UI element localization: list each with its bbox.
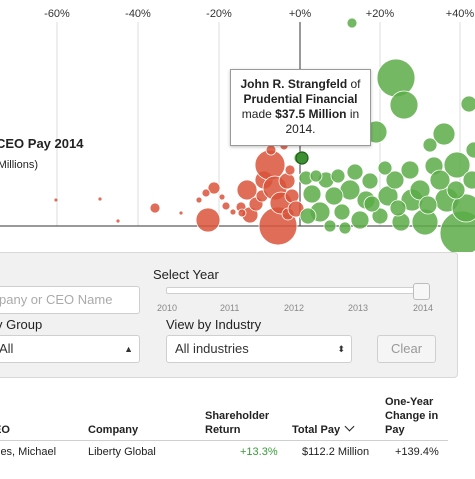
ceo-bubble-increase[interactable] (346, 163, 364, 181)
ceo-bubble-increase[interactable] (432, 122, 456, 146)
ceo-bubble-decrease[interactable] (97, 196, 103, 202)
ceo-bubble-decrease[interactable] (237, 208, 247, 218)
ceo-bubble-increase[interactable] (309, 169, 323, 183)
ceo-bubble-increase[interactable] (429, 169, 451, 191)
tooltip-of: of (347, 77, 361, 91)
ceo-bubble-increase[interactable] (361, 172, 379, 190)
year-tick-2010: 2010 (157, 303, 178, 313)
ceo-bubble-increase[interactable] (371, 207, 389, 225)
ceo-bubble-increase[interactable] (338, 221, 352, 235)
col-header-total-pay[interactable]: Total Pay (292, 421, 355, 437)
ceo-bubble-decrease[interactable] (201, 188, 211, 198)
year-slider-track[interactable] (166, 287, 430, 294)
ceo-bubble-increase[interactable] (377, 160, 393, 176)
ceo-bubble-increase[interactable] (330, 168, 346, 184)
ceo-bubble-increase[interactable] (465, 141, 475, 159)
cell-company: Liberty Global (88, 446, 156, 458)
ceo-bubble-decrease[interactable] (284, 164, 296, 176)
ceo-bubble-increase[interactable] (443, 151, 471, 179)
x-tick-label: -20% (206, 8, 232, 20)
tooltip-year: 2014. (285, 122, 316, 136)
ceo-bubble-increase[interactable] (299, 207, 317, 225)
tooltip-company: Prudential Financial (243, 92, 358, 106)
industry-select-value: All industries (175, 341, 249, 356)
select-caret-icon: ▲ (124, 344, 133, 354)
sort-chevron-icon (344, 421, 355, 432)
industry-select[interactable]: All industries ⬍ (166, 335, 352, 363)
highlighted-ceo-bubble[interactable] (295, 151, 309, 165)
col-header-ceo[interactable]: EO (0, 424, 10, 436)
ceo-bubble-increase[interactable] (346, 17, 358, 29)
x-tick-label: -60% (44, 8, 70, 20)
ceo-bubble-decrease[interactable] (115, 218, 121, 224)
group-label: v Group (0, 317, 43, 332)
ceo-bubble-decrease[interactable] (207, 181, 221, 195)
ceo-bubble-increase[interactable] (460, 95, 475, 113)
tooltip-amount: $37.5 Million (275, 107, 347, 121)
group-select[interactable]: All ▲ (0, 335, 140, 363)
ceo-bubble-increase[interactable] (422, 137, 438, 153)
ceo-bubble-decrease[interactable] (265, 144, 277, 156)
year-tick-2012: 2012 (284, 303, 305, 313)
tooltip-in: in (346, 107, 360, 121)
search-input[interactable]: pany or CEO Name (0, 286, 140, 314)
ceo-bubble-increase[interactable] (323, 219, 337, 233)
ceo-bubble-decrease[interactable] (221, 201, 231, 211)
x-tick-label: +20% (366, 8, 395, 20)
cell-total-pay: $112.2 Million (302, 446, 370, 458)
ceo-tooltip: John R. Strangfeld of Prudential Financi… (230, 69, 371, 146)
ceo-bubble-decrease[interactable] (195, 207, 221, 233)
clear-button[interactable]: Clear (377, 335, 436, 363)
pay-scatter-chart: -60% -40% -20% +0% +20% +40% CEO Pay 2014 (Mi… (0, 8, 475, 252)
year-tick-2014: 2014 (413, 303, 434, 313)
ceo-bubble-increase[interactable] (418, 195, 438, 215)
tooltip-ceo-name: John R. Strangfeld (240, 77, 348, 91)
table-header-divider (0, 440, 448, 441)
group-select-value: All (0, 341, 14, 356)
year-slider-handle[interactable] (413, 283, 430, 300)
ceo-bubble-increase[interactable] (462, 170, 475, 190)
ceo-bubble-increase[interactable] (302, 184, 322, 204)
year-tick-2013: 2013 (348, 303, 369, 313)
ceo-bubble-increase[interactable] (376, 58, 416, 98)
col-header-total-pay-label: Total Pay (292, 424, 341, 436)
ceo-bubble-decrease[interactable] (218, 193, 226, 201)
select-year-label: Select Year (153, 267, 219, 282)
ceo-bubble-increase[interactable] (363, 195, 381, 213)
x-tick-label: +0% (289, 8, 312, 20)
y-axis-subtitle: (Millions) (0, 159, 38, 171)
cell-ceo[interactable]: ies, Michael (0, 446, 57, 458)
ceo-bubble-increase[interactable] (389, 90, 419, 120)
x-tick-label: +40% (446, 8, 475, 20)
ceo-bubble-increase[interactable] (446, 180, 466, 200)
ceo-bubble-increase[interactable] (400, 160, 420, 180)
ceo-bubble-decrease[interactable] (278, 172, 296, 190)
col-header-shareholder-return[interactable]: Shareholder Return (205, 410, 270, 436)
ceo-bubble-increase[interactable] (385, 170, 405, 190)
ceo-bubble-decrease[interactable] (149, 202, 161, 214)
select-caret-icon: ⬍ (337, 344, 345, 354)
cell-shareholder-return: +13.3% (240, 446, 278, 458)
ceo-bubble-decrease[interactable] (195, 196, 203, 204)
ceo-bubble-increase[interactable] (333, 203, 351, 221)
tooltip-made: made (241, 107, 276, 121)
x-tick-label: -40% (125, 8, 151, 20)
ceo-bubble-decrease[interactable] (236, 179, 258, 201)
ceo-bubble-increase[interactable] (350, 210, 370, 230)
ceo-bubble-decrease[interactable] (229, 208, 237, 216)
col-header-company[interactable]: Company (88, 424, 139, 436)
ceo-bubble-decrease[interactable] (178, 210, 184, 216)
year-tick-2011: 2011 (220, 303, 240, 313)
col-header-change-in-pay[interactable]: One-Year Change in Pay (385, 396, 439, 436)
ceo-bubble-increase[interactable] (409, 179, 431, 201)
ceo-bubble-increase[interactable] (389, 199, 407, 217)
ceo-bubble-increase[interactable] (451, 193, 475, 223)
ceo-bubble-increase[interactable] (324, 186, 344, 206)
ceo-bubble-decrease[interactable] (53, 197, 59, 203)
y-axis-title: CEO Pay 2014 (0, 136, 84, 151)
industry-label: View by Industry (166, 317, 262, 332)
cell-change-in-pay: +139.4% (395, 446, 439, 458)
